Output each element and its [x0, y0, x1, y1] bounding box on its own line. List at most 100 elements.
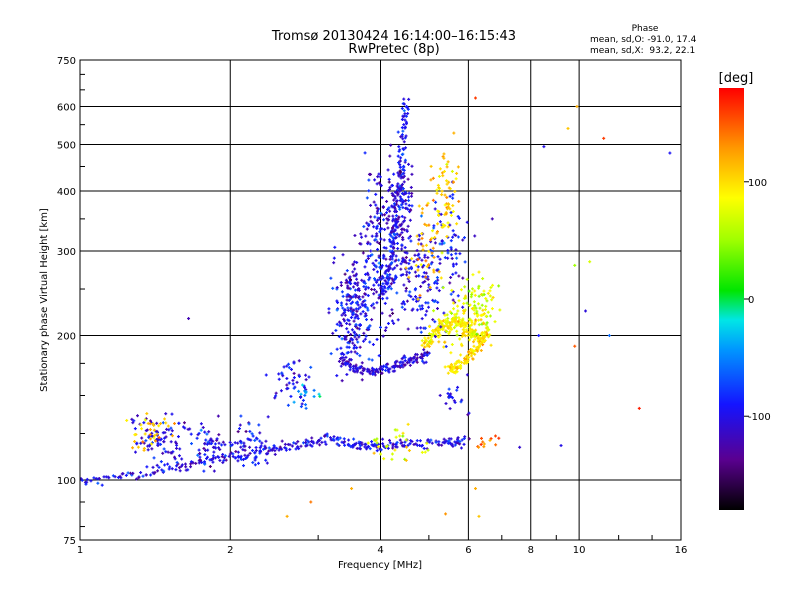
data-point — [360, 378, 364, 382]
data-point — [402, 123, 406, 127]
data-point — [152, 456, 156, 460]
data-point — [221, 461, 225, 465]
data-point — [344, 355, 348, 359]
data-point — [305, 444, 309, 448]
data-point — [173, 457, 177, 461]
data-point — [375, 290, 379, 294]
data-point — [282, 365, 286, 369]
data-point — [403, 136, 407, 140]
data-point — [424, 360, 428, 364]
data-point — [260, 441, 264, 445]
data-point — [273, 452, 277, 456]
data-point — [285, 376, 289, 380]
data-point — [143, 432, 147, 436]
data-point — [407, 191, 411, 195]
data-point — [272, 444, 276, 448]
data-point — [148, 428, 152, 432]
x-axis-label: Frequency [MHz] — [338, 560, 422, 571]
data-point — [401, 129, 405, 133]
data-point — [328, 436, 332, 440]
data-point — [264, 373, 268, 377]
y-tick-label: 200 — [57, 332, 76, 343]
data-point — [392, 172, 396, 176]
data-point — [370, 234, 374, 238]
data-point — [358, 242, 362, 246]
data-point — [427, 283, 431, 287]
data-point — [354, 441, 358, 445]
data-point — [343, 440, 347, 444]
data-point — [395, 200, 399, 204]
data-point — [142, 421, 146, 425]
data-point — [472, 349, 476, 353]
data-point — [150, 447, 154, 451]
data-point — [353, 333, 357, 337]
data-point — [412, 356, 416, 360]
data-point — [375, 182, 379, 186]
data-point — [365, 369, 369, 373]
data-point — [345, 327, 349, 331]
data-point — [377, 222, 381, 226]
data-point — [380, 292, 384, 296]
data-point — [381, 442, 385, 446]
data-point — [387, 177, 391, 181]
data-point — [358, 444, 362, 448]
data-point — [358, 345, 362, 349]
data-point — [340, 313, 344, 317]
data-point — [243, 448, 247, 452]
data-point — [340, 351, 344, 355]
data-point — [349, 332, 353, 336]
data-point — [304, 373, 308, 377]
data-point — [274, 394, 278, 398]
data-point — [360, 235, 364, 239]
data-point — [363, 367, 367, 371]
data-point — [351, 308, 355, 312]
data-point — [393, 229, 397, 233]
data-point — [355, 283, 359, 287]
data-point — [363, 305, 367, 309]
data-point — [351, 338, 355, 342]
x-tick-label: 6 — [465, 545, 471, 556]
data-point — [467, 352, 471, 356]
data-point — [345, 372, 349, 376]
data-point — [388, 249, 392, 253]
data-point — [342, 362, 346, 366]
data-point — [380, 196, 384, 200]
data-point — [402, 102, 406, 106]
data-point — [149, 473, 153, 477]
data-point — [483, 339, 487, 343]
data-point — [274, 391, 278, 395]
data-point — [243, 444, 247, 448]
data-point — [430, 441, 434, 445]
data-point — [396, 241, 400, 245]
data-point — [418, 439, 422, 443]
data-point — [408, 258, 412, 262]
data-point — [426, 336, 430, 340]
data-point — [142, 448, 146, 452]
data-point — [437, 335, 441, 339]
data-point — [377, 216, 381, 220]
data-point — [383, 301, 387, 305]
data-point — [217, 446, 221, 450]
data-point — [290, 367, 294, 371]
data-point — [398, 148, 402, 152]
data-point — [304, 378, 308, 382]
data-point — [374, 264, 378, 268]
data-point — [380, 311, 384, 315]
data-point — [392, 242, 396, 246]
data-point — [382, 218, 386, 222]
data-point — [137, 476, 141, 480]
data-point — [287, 366, 291, 370]
data-point — [402, 219, 406, 223]
phase-info-x: mean, sd,X: 93.2, 22.1 — [590, 46, 695, 56]
data-point — [141, 474, 145, 478]
data-point — [170, 467, 174, 471]
data-point — [289, 394, 293, 398]
data-point — [384, 326, 388, 330]
data-point — [378, 175, 382, 179]
data-point — [429, 262, 433, 266]
data-point — [158, 422, 162, 426]
data-point — [368, 340, 372, 344]
data-point — [386, 362, 390, 366]
colorbar-ticks: 100 0 -100 — [744, 178, 771, 423]
data-point — [415, 249, 419, 253]
